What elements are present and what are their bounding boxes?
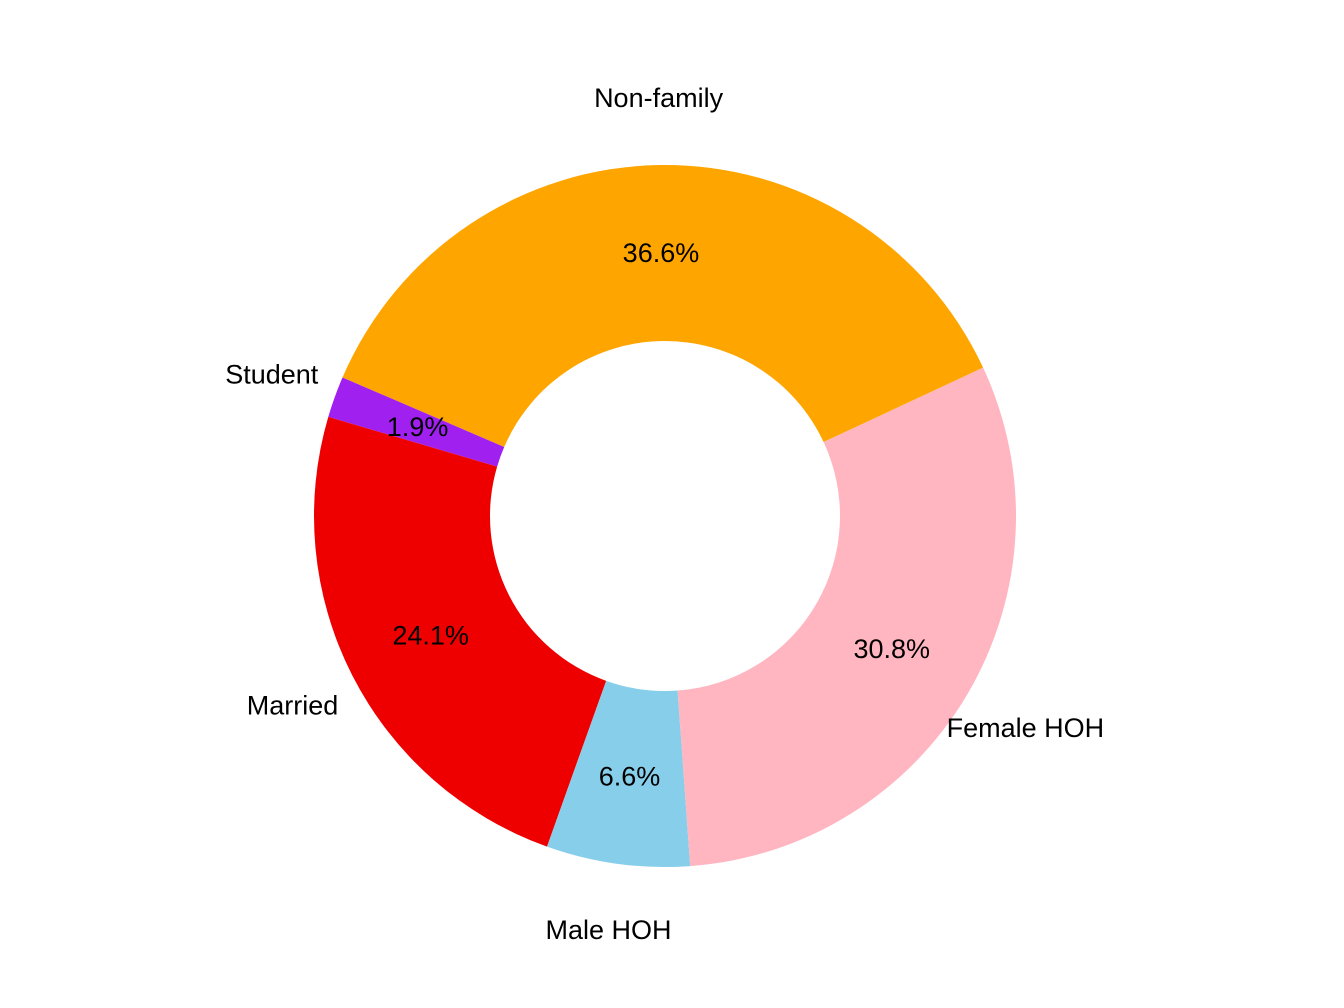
- category-label-non-family: Non-family: [594, 83, 724, 113]
- slice-married: [314, 416, 607, 847]
- category-label-student: Student: [225, 359, 319, 389]
- slices-layer: [314, 165, 1017, 868]
- percent-label-non-family: 36.6%: [623, 238, 700, 268]
- percent-label-male-hoh: 6.6%: [599, 762, 661, 792]
- slice-female-hoh: [677, 367, 1017, 867]
- category-labels-layer: Non-family Student Married Male HOH Female H…: [225, 83, 1104, 945]
- category-label-male-hoh: Male HOH: [546, 915, 672, 945]
- slice-male-hoh: [547, 680, 691, 868]
- category-label-married: Married: [247, 691, 339, 721]
- slice-non-family: [342, 165, 984, 447]
- percent-label-female-hoh: 30.8%: [853, 634, 930, 664]
- percent-label-married: 24.1%: [392, 620, 469, 650]
- percent-labels-layer: 36.6% 1.9% 24.1% 6.6% 30.8%: [387, 238, 930, 792]
- percent-label-student: 1.9%: [387, 412, 449, 442]
- category-label-female-hoh: Female HOH: [947, 713, 1105, 743]
- slice-student: [328, 377, 505, 467]
